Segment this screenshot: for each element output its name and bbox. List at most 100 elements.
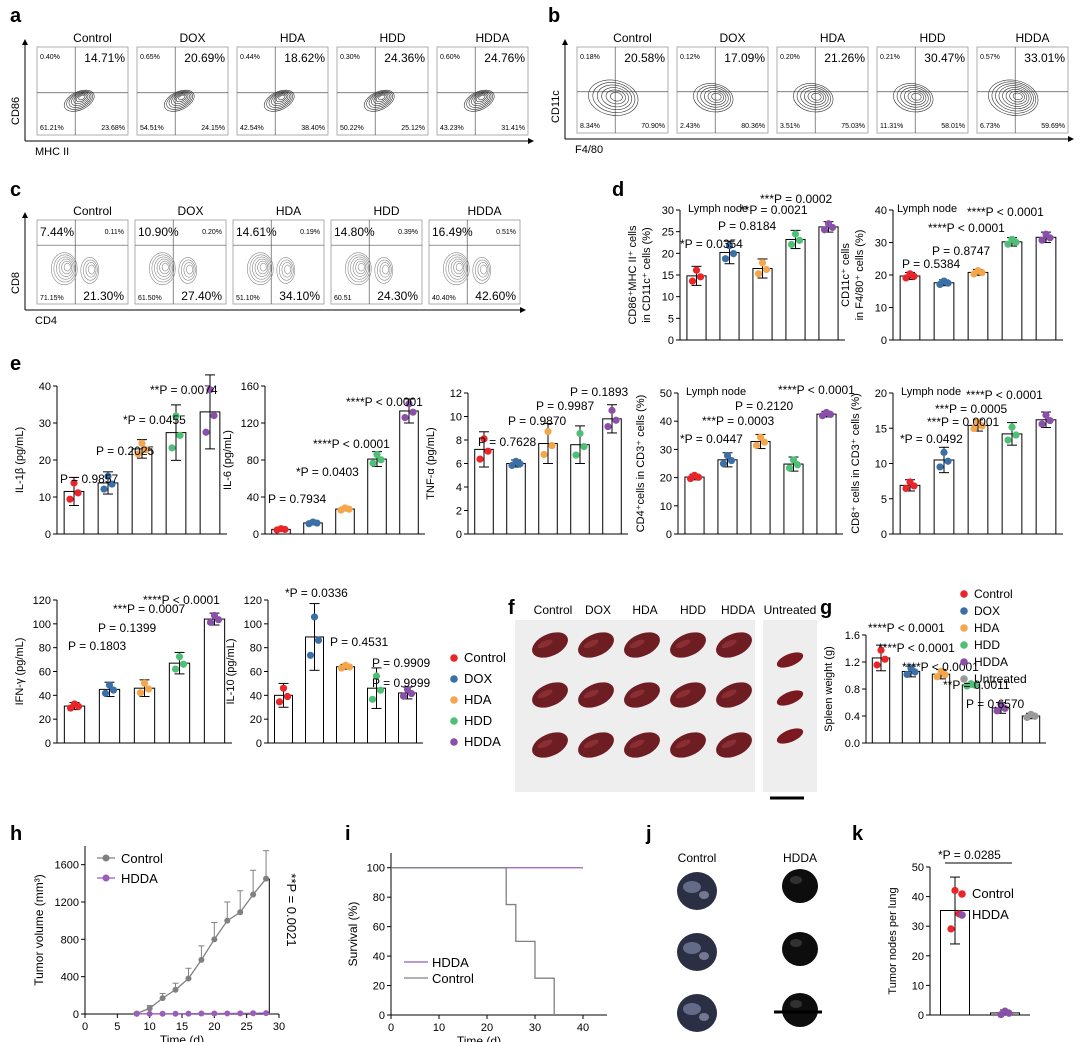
data-point-hdda [214, 616, 223, 624]
y-tick-label: 0 [379, 1010, 385, 1022]
data-point-control [877, 646, 885, 654]
quadrant-value-ll: 50.22% [340, 125, 364, 132]
data-point-hdda [133, 1010, 140, 1017]
y-tick-label: 0.4 [845, 711, 860, 723]
panel-label-i: i [345, 823, 351, 845]
y-tick-label: 0.0 [845, 738, 860, 750]
lung-sample-hdda [782, 932, 818, 966]
y-tick-label: 120 [244, 595, 262, 607]
y-tick-label: 15 [875, 423, 887, 435]
y-tick-label: 30 [912, 921, 924, 933]
y-tick-label: 6 [456, 459, 462, 471]
flow-plot-hdda: HDDA 0.57% 33.01% 6.73% 59.69% [976, 31, 1069, 134]
stat-annotation: *P = 0.0492 [900, 432, 963, 446]
contour-line [88, 264, 96, 275]
contour-line [693, 83, 734, 113]
contour-line [450, 258, 466, 277]
spleen-sample [716, 732, 752, 758]
contour-line [271, 92, 290, 106]
flow-plot-title: Control [73, 31, 112, 45]
legend-label: Control [121, 851, 163, 866]
data-point-hdda [172, 1010, 179, 1017]
contour-line [73, 93, 89, 104]
data-point-hdd [377, 456, 385, 464]
contour-line [588, 79, 639, 116]
contour-line [347, 254, 371, 283]
contour-line [171, 92, 190, 106]
spleen-sample [716, 632, 752, 658]
data-point-hdd [1012, 238, 1020, 246]
y-axis-label: CD11c⁺ cells [840, 243, 852, 307]
bar-hdd [367, 458, 387, 535]
stat-annotation: P = 0.9987 [536, 399, 594, 413]
stat-annotation: ****P < 0.0001 [868, 621, 945, 635]
spleen-sample [532, 732, 568, 758]
quadrant-value-ll: 8.34% [580, 123, 600, 130]
flow-plot-frame [676, 46, 769, 134]
spleen-sample-untreated [776, 690, 804, 706]
bar-hdd [1001, 433, 1023, 535]
quadrant-value-lr: 31.41% [501, 125, 525, 132]
stat-annotation: *P = 0.0403 [296, 465, 359, 479]
y-tick-label: 10 [875, 459, 887, 471]
data-point-hda [144, 685, 153, 693]
data-point-hda [941, 671, 949, 679]
y-tick-label: 20 [39, 714, 51, 726]
data-point-hda [970, 424, 978, 433]
lymph-node-tag: Lymph node [901, 386, 961, 398]
data-point-control [70, 479, 78, 487]
legend-label: HDD [974, 638, 1000, 652]
quadrant-value-ul: 14.80% [334, 225, 375, 239]
contour-line [278, 95, 286, 101]
y-tick-label: 20 [875, 388, 887, 400]
y-tick-label: 20 [875, 270, 887, 282]
bar-control [899, 484, 921, 535]
contour-line [268, 91, 292, 108]
quadrant-value-ur: 0.19% [300, 229, 320, 236]
flow-plot-hda: HDA 0.44% 18.62% 42.54% 38.40% [236, 31, 329, 136]
bar-chart-e6: 0 20 40 60 80 100 120 IFN-γ (pg/mL) P = 0.1803 P … [14, 593, 232, 750]
contour-line [373, 93, 389, 104]
y-tick-label: 20 [39, 455, 51, 467]
quadrant-value-ll: 61.50% [138, 295, 162, 302]
y-axis-label: Survival (%) [346, 902, 360, 967]
flow-plot-frame [236, 46, 329, 136]
legend-label: HDDA [464, 734, 501, 749]
contour-line [707, 91, 724, 103]
y-tick-label: 30 [875, 238, 887, 250]
legend-label: HDA [464, 692, 492, 707]
stat-annotation: ****P < 0.0001 [313, 437, 390, 451]
data-point-dox [101, 689, 110, 697]
contour-line [478, 95, 486, 101]
quadrant-value-ll: 40.40% [432, 295, 456, 302]
stat-annotation: P = 0.4531 [330, 635, 388, 649]
tumor-nodule [683, 942, 701, 954]
contour-line [71, 92, 90, 106]
flow-plot-title: DOX [719, 31, 745, 45]
contour-line [1012, 92, 1023, 100]
quadrant-value-ur: 20.69% [184, 51, 225, 65]
stat-annotation: ***P = 0.0003 [702, 414, 775, 428]
contour-line [61, 260, 73, 275]
contour-line [605, 89, 626, 105]
data-point-hdda [263, 1010, 270, 1017]
contour-line [379, 262, 391, 278]
contour-line [355, 260, 367, 275]
data-point-hdda [407, 689, 416, 698]
data-point-dox [725, 242, 734, 250]
contour-line [445, 254, 469, 283]
spleen-sample-untreated [776, 728, 804, 744]
quadrant-value-lr: 80.36% [741, 123, 765, 130]
flow-plot-title: HDDA [1015, 31, 1049, 45]
data-point-hda [142, 446, 150, 454]
bar-hda [967, 271, 989, 341]
y-axis-label: IL-1β (pg/mL) [14, 427, 26, 493]
contour-line [807, 91, 824, 103]
data-point-hdd [1004, 240, 1012, 248]
contour-line [988, 79, 1039, 116]
data-point-control [951, 886, 959, 895]
data-point-control [146, 1005, 153, 1012]
contour-line [173, 93, 189, 104]
spleen-sample-untreated [776, 652, 804, 668]
